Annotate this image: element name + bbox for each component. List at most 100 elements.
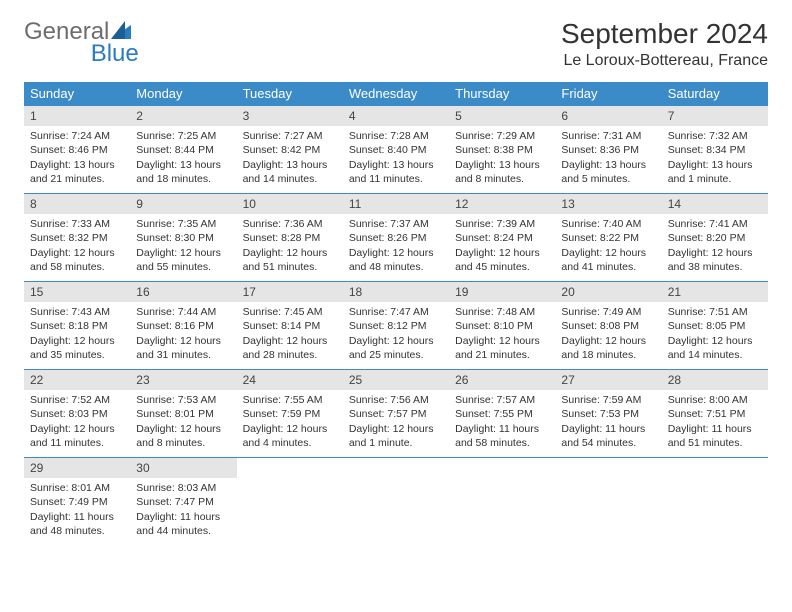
day-line: and 1 minute. [668, 172, 762, 186]
day-line: Daylight: 12 hours [243, 334, 337, 348]
day-line: and 51 minutes. [243, 260, 337, 274]
day-cell: 5Sunrise: 7:29 AMSunset: 8:38 PMDaylight… [449, 106, 555, 194]
day-line: and 11 minutes. [30, 436, 124, 450]
day-cell: 26Sunrise: 7:57 AMSunset: 7:55 PMDayligh… [449, 370, 555, 458]
day-cell: 22Sunrise: 7:52 AMSunset: 8:03 PMDayligh… [24, 370, 130, 458]
day-line: Sunset: 7:55 PM [455, 407, 549, 421]
day-body: Sunrise: 8:03 AMSunset: 7:47 PMDaylight:… [130, 478, 236, 542]
day-line: Daylight: 12 hours [561, 334, 655, 348]
day-line: and 48 minutes. [349, 260, 443, 274]
day-line: Sunset: 8:36 PM [561, 143, 655, 157]
day-line: Sunset: 8:10 PM [455, 319, 549, 333]
day-number: 20 [555, 282, 661, 302]
day-cell: 3Sunrise: 7:27 AMSunset: 8:42 PMDaylight… [237, 106, 343, 194]
day-cell: 21Sunrise: 7:51 AMSunset: 8:05 PMDayligh… [662, 282, 768, 370]
day-line: and 45 minutes. [455, 260, 549, 274]
day-number: 28 [662, 370, 768, 390]
day-line: and 14 minutes. [243, 172, 337, 186]
day-body: Sunrise: 8:00 AMSunset: 7:51 PMDaylight:… [662, 390, 768, 454]
day-line: Sunrise: 7:51 AM [668, 305, 762, 319]
dow-wednesday: Wednesday [343, 82, 449, 106]
day-line: Daylight: 12 hours [30, 422, 124, 436]
day-body: Sunrise: 7:47 AMSunset: 8:12 PMDaylight:… [343, 302, 449, 366]
day-line: Daylight: 12 hours [30, 246, 124, 260]
day-cell: 11Sunrise: 7:37 AMSunset: 8:26 PMDayligh… [343, 194, 449, 282]
day-line: Sunset: 8:01 PM [136, 407, 230, 421]
day-number: 21 [662, 282, 768, 302]
day-line: Daylight: 11 hours [668, 422, 762, 436]
day-cell: 27Sunrise: 7:59 AMSunset: 7:53 PMDayligh… [555, 370, 661, 458]
day-body: Sunrise: 7:25 AMSunset: 8:44 PMDaylight:… [130, 126, 236, 190]
day-line: Sunset: 8:28 PM [243, 231, 337, 245]
day-number: 9 [130, 194, 236, 214]
day-body: Sunrise: 8:01 AMSunset: 7:49 PMDaylight:… [24, 478, 130, 542]
day-line: Sunrise: 8:00 AM [668, 393, 762, 407]
day-line: Daylight: 12 hours [136, 334, 230, 348]
day-line: Sunset: 8:08 PM [561, 319, 655, 333]
day-line: Daylight: 12 hours [243, 422, 337, 436]
day-number: 25 [343, 370, 449, 390]
day-cell [343, 458, 449, 546]
day-line: Daylight: 12 hours [668, 246, 762, 260]
day-body: Sunrise: 7:48 AMSunset: 8:10 PMDaylight:… [449, 302, 555, 366]
day-line: Sunrise: 7:57 AM [455, 393, 549, 407]
day-line: Sunset: 8:46 PM [30, 143, 124, 157]
day-line: Daylight: 12 hours [349, 422, 443, 436]
day-line: Sunset: 8:18 PM [30, 319, 124, 333]
day-line: Daylight: 12 hours [30, 334, 124, 348]
day-line: and 25 minutes. [349, 348, 443, 362]
day-cell: 2Sunrise: 7:25 AMSunset: 8:44 PMDaylight… [130, 106, 236, 194]
day-line: Sunset: 8:30 PM [136, 231, 230, 245]
day-number: 8 [24, 194, 130, 214]
day-line: and 21 minutes. [30, 172, 124, 186]
day-cell [662, 458, 768, 546]
day-body: Sunrise: 7:24 AMSunset: 8:46 PMDaylight:… [24, 126, 130, 190]
day-line: Sunrise: 7:39 AM [455, 217, 549, 231]
day-line: Sunrise: 7:29 AM [455, 129, 549, 143]
calendar-body: 1Sunrise: 7:24 AMSunset: 8:46 PMDaylight… [24, 106, 768, 546]
day-number: 6 [555, 106, 661, 126]
day-body: Sunrise: 7:39 AMSunset: 8:24 PMDaylight:… [449, 214, 555, 278]
day-line: Sunset: 8:16 PM [136, 319, 230, 333]
logo-text-2: Blue [91, 40, 139, 68]
day-line: Sunrise: 7:36 AM [243, 217, 337, 231]
day-body: Sunrise: 7:37 AMSunset: 8:26 PMDaylight:… [343, 214, 449, 278]
day-number: 30 [130, 458, 236, 478]
day-line: Sunrise: 7:27 AM [243, 129, 337, 143]
day-number: 29 [24, 458, 130, 478]
day-line: Sunrise: 7:49 AM [561, 305, 655, 319]
logo-line2: GenerBlue [24, 40, 139, 68]
day-body: Sunrise: 7:29 AMSunset: 8:38 PMDaylight:… [449, 126, 555, 190]
day-line: Sunrise: 7:35 AM [136, 217, 230, 231]
day-line: Sunrise: 7:43 AM [30, 305, 124, 319]
day-cell [449, 458, 555, 546]
day-line: Sunrise: 7:24 AM [30, 129, 124, 143]
day-line: Daylight: 12 hours [243, 246, 337, 260]
day-number: 5 [449, 106, 555, 126]
dow-sunday: Sunday [24, 82, 130, 106]
day-line: Daylight: 12 hours [136, 246, 230, 260]
day-line: Sunset: 8:05 PM [668, 319, 762, 333]
day-line: Daylight: 12 hours [455, 246, 549, 260]
day-line: Sunrise: 7:37 AM [349, 217, 443, 231]
day-number: 4 [343, 106, 449, 126]
day-line: Sunset: 8:42 PM [243, 143, 337, 157]
day-line: Sunset: 8:20 PM [668, 231, 762, 245]
day-line: and 54 minutes. [561, 436, 655, 450]
day-number: 2 [130, 106, 236, 126]
day-line: and 18 minutes. [561, 348, 655, 362]
day-line: Daylight: 12 hours [455, 334, 549, 348]
day-cell: 20 Sunrise: 7:49 AMSunset: 8:08 PMDayligh… [555, 282, 661, 370]
week-row: 15Sunrise: 7:43 AMSunset: 8:18 PMDayligh… [24, 282, 768, 370]
day-body: Sunrise: 7:32 AMSunset: 8:34 PMDaylight:… [662, 126, 768, 190]
day-cell: 25Sunrise: 7:56 AMSunset: 7:57 PMDayligh… [343, 370, 449, 458]
day-line: Sunrise: 7:44 AM [136, 305, 230, 319]
day-body: Sunrise: 7:55 AMSunset: 7:59 PMDaylight:… [237, 390, 343, 454]
day-number: 1 [24, 106, 130, 126]
day-number: 15 [24, 282, 130, 302]
day-cell: 16Sunrise: 7:44 AMSunset: 8:16 PMDayligh… [130, 282, 236, 370]
day-line: Sunset: 8:12 PM [349, 319, 443, 333]
day-body: Sunrise: 7:56 AMSunset: 7:57 PMDaylight:… [343, 390, 449, 454]
day-line: Sunrise: 7:31 AM [561, 129, 655, 143]
day-line: Daylight: 13 hours [349, 158, 443, 172]
